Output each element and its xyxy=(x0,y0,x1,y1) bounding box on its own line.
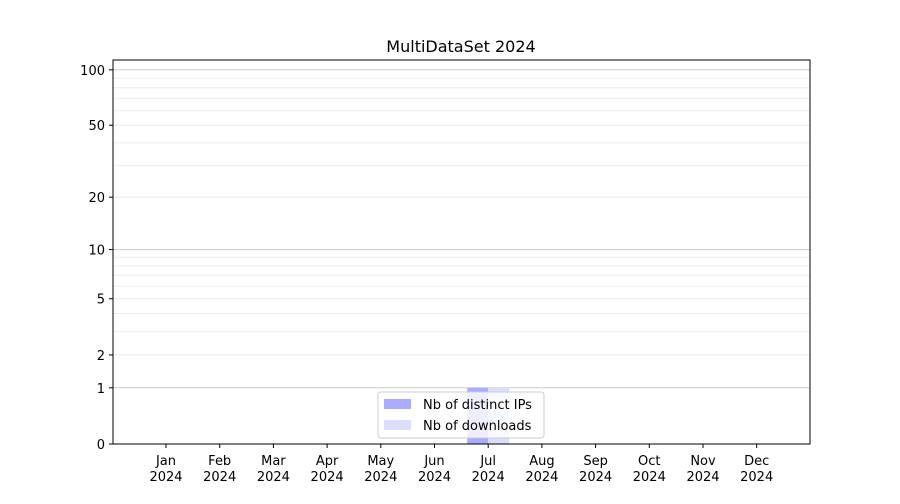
x-tick-label: Dec xyxy=(744,454,769,469)
x-tick-label: 2024 xyxy=(633,470,666,485)
y-tick-label: 20 xyxy=(88,191,105,206)
x-tick-label: 2024 xyxy=(311,470,344,485)
legend-label: Nb of distinct IPs xyxy=(423,398,532,413)
legend: Nb of distinct IPs Nb of downloads xyxy=(377,391,545,439)
x-tick-label: 2024 xyxy=(257,470,290,485)
x-tick-label: Jun xyxy=(423,454,444,469)
x-tick-label: Apr xyxy=(316,454,339,469)
x-tick-label: 2024 xyxy=(579,470,612,485)
x-tick-label: Jan xyxy=(155,454,176,469)
x-tick-label: 2024 xyxy=(472,470,505,485)
x-tick-label: 2024 xyxy=(149,470,182,485)
plot-frame xyxy=(112,59,811,445)
x-tick-label: 2024 xyxy=(364,470,397,485)
x-tick-label: Jul xyxy=(479,454,496,469)
y-tick-label: 1 xyxy=(97,382,105,397)
x-tick-label: 2024 xyxy=(740,470,773,485)
y-tick-label: 0 xyxy=(97,438,105,453)
x-tick-label: 2024 xyxy=(525,470,558,485)
legend-swatch xyxy=(384,420,411,430)
y-tick-label: 2 xyxy=(97,349,105,364)
x-tick-label: May xyxy=(367,454,394,469)
x-tick-label: 2024 xyxy=(686,470,719,485)
x-tick-label: 2024 xyxy=(203,470,236,485)
x-tick-label: Oct xyxy=(638,454,660,469)
x-tick-label: Feb xyxy=(208,454,231,469)
x-tick-label: 2024 xyxy=(418,470,451,485)
legend-swatch xyxy=(384,399,411,409)
legend-label: Nb of downloads xyxy=(423,419,532,434)
x-tick-label: Aug xyxy=(529,454,554,469)
chart-title: MultiDataSet 2024 xyxy=(386,37,535,56)
y-tick-label: 100 xyxy=(80,64,105,79)
legend-box xyxy=(377,391,545,439)
y-tick-label: 50 xyxy=(88,119,105,134)
x-tick-label: Mar xyxy=(261,454,286,469)
x-tick-label: Nov xyxy=(690,454,716,469)
y-tick-label: 10 xyxy=(88,244,105,259)
y-tick-label: 5 xyxy=(97,293,105,308)
x-tick-label: Sep xyxy=(583,454,608,469)
